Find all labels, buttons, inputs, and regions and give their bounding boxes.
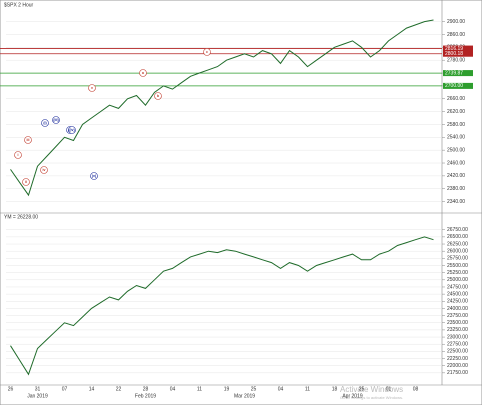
y-tick-label: 2580.00 — [447, 122, 465, 128]
y-tick-label: 2860.00 — [447, 32, 465, 38]
y-tick-label: 23250.00 — [447, 327, 468, 333]
wave-marker — [88, 84, 96, 92]
level-tag — [443, 50, 473, 57]
x-tick-label: 01 — [386, 386, 392, 392]
watermark: Activate Windows — [340, 385, 403, 394]
wave-label: a — [142, 71, 144, 75]
y-tick-label: 2500.00 — [447, 147, 465, 153]
level-label: 2816.19 — [445, 46, 463, 52]
level-label: 2700.00 — [445, 83, 463, 89]
x-tick-label: 07 — [62, 386, 68, 392]
x-tick-label: 19 — [224, 386, 230, 392]
y-tick-label: 22000.00 — [447, 363, 468, 369]
x-tick-label: 26 — [8, 386, 14, 392]
y-tick-label: 23500.00 — [447, 320, 468, 326]
y-tick-label: 24250.00 — [447, 299, 468, 305]
price-line — [10, 19, 434, 197]
month-label: Mar 2019 — [234, 393, 255, 399]
x-tick-label: 08 — [413, 386, 419, 392]
y-tick-label: 24000.00 — [447, 306, 468, 312]
wave-marker — [14, 151, 22, 159]
x-tick-label: 28 — [143, 386, 149, 392]
x-tick-label: 25 — [251, 386, 257, 392]
wave-marker — [139, 69, 147, 77]
y-tick-label: 26500.00 — [447, 234, 468, 240]
wave-marker — [52, 116, 60, 124]
level-tag — [443, 45, 473, 52]
y-tick-label: 26250.00 — [447, 241, 468, 247]
wave-label: v — [91, 86, 93, 90]
wave-label: (iv) — [69, 128, 74, 132]
y-tick-label: 25000.00 — [447, 277, 468, 283]
level-tag — [443, 70, 473, 77]
wave-marker — [40, 166, 48, 174]
y-tick-label: 24750.00 — [447, 284, 468, 290]
x-tick-label: 04 — [170, 386, 176, 392]
x-tick-label: 25 — [359, 386, 365, 392]
y-tick-label: 2620.00 — [447, 109, 465, 115]
y-tick-label: 26750.00 — [447, 227, 468, 233]
y-tick-label: 21750.00 — [447, 370, 468, 376]
month-label: Apr 2019 — [342, 393, 363, 399]
y-tick-label: 24500.00 — [447, 291, 468, 297]
y-tick-label: 2900.00 — [447, 19, 465, 25]
wave-marker — [203, 48, 211, 56]
level-label: 2800.18 — [445, 51, 463, 57]
month-label: Feb 2019 — [135, 393, 156, 399]
wave-label: ii — [25, 180, 27, 184]
y-tick-label: 25250.00 — [447, 270, 468, 276]
x-tick-label: 22 — [116, 386, 122, 392]
y-tick-label: 22500.00 — [447, 349, 468, 355]
wave-label: c — [206, 50, 208, 54]
y-tick-label: 2540.00 — [447, 135, 465, 141]
y-tick-label: 2660.00 — [447, 96, 465, 102]
wave-label: (i) — [43, 121, 46, 125]
month-label: Jan 2019 — [27, 393, 48, 399]
wave-label: (iii) — [53, 118, 58, 122]
pane-title: $SPX 2 Hour — [4, 2, 34, 8]
wave-marker — [41, 119, 49, 127]
watermark: Go to Settings to activate Windows. — [340, 395, 403, 400]
wave-label: b — [157, 94, 159, 98]
wave-marker — [22, 178, 30, 186]
y-tick-label: 25500.00 — [447, 263, 468, 269]
y-tick-label: 2380.00 — [447, 186, 465, 192]
wave-marker — [154, 92, 162, 100]
y-tick-label: 22250.00 — [447, 356, 468, 362]
y-tick-label: 25750.00 — [447, 256, 468, 262]
x-tick-label: 11 — [305, 386, 310, 392]
price-line — [10, 236, 434, 376]
y-tick-label: 2780.00 — [447, 58, 465, 64]
wave-marker — [24, 136, 32, 144]
wave-marker — [68, 126, 76, 134]
pane-title: YM = 26228.00 — [4, 214, 38, 220]
x-tick-label: 18 — [332, 386, 338, 392]
wave-marker — [90, 172, 98, 180]
y-tick-label: 23000.00 — [447, 334, 468, 340]
level-tag — [443, 82, 473, 89]
y-tick-label: 2460.00 — [447, 160, 465, 166]
level-label: 2739.87 — [445, 70, 463, 76]
y-tick-label: 2420.00 — [447, 173, 465, 179]
x-tick-label: 11 — [197, 386, 202, 392]
wave-label: iv — [43, 168, 46, 172]
x-tick-label: 31 — [35, 386, 41, 392]
wave-label: i — [18, 153, 19, 157]
x-tick-label: 04 — [278, 386, 284, 392]
y-tick-label: 23750.00 — [447, 313, 468, 319]
x-tick-label: 14 — [89, 386, 95, 392]
wave-label: (v) — [92, 174, 96, 178]
y-tick-label: 2340.00 — [447, 199, 465, 205]
y-tick-label: 22750.00 — [447, 342, 468, 348]
wave-label: iii — [27, 138, 30, 142]
y-tick-label: 26000.00 — [447, 249, 468, 255]
